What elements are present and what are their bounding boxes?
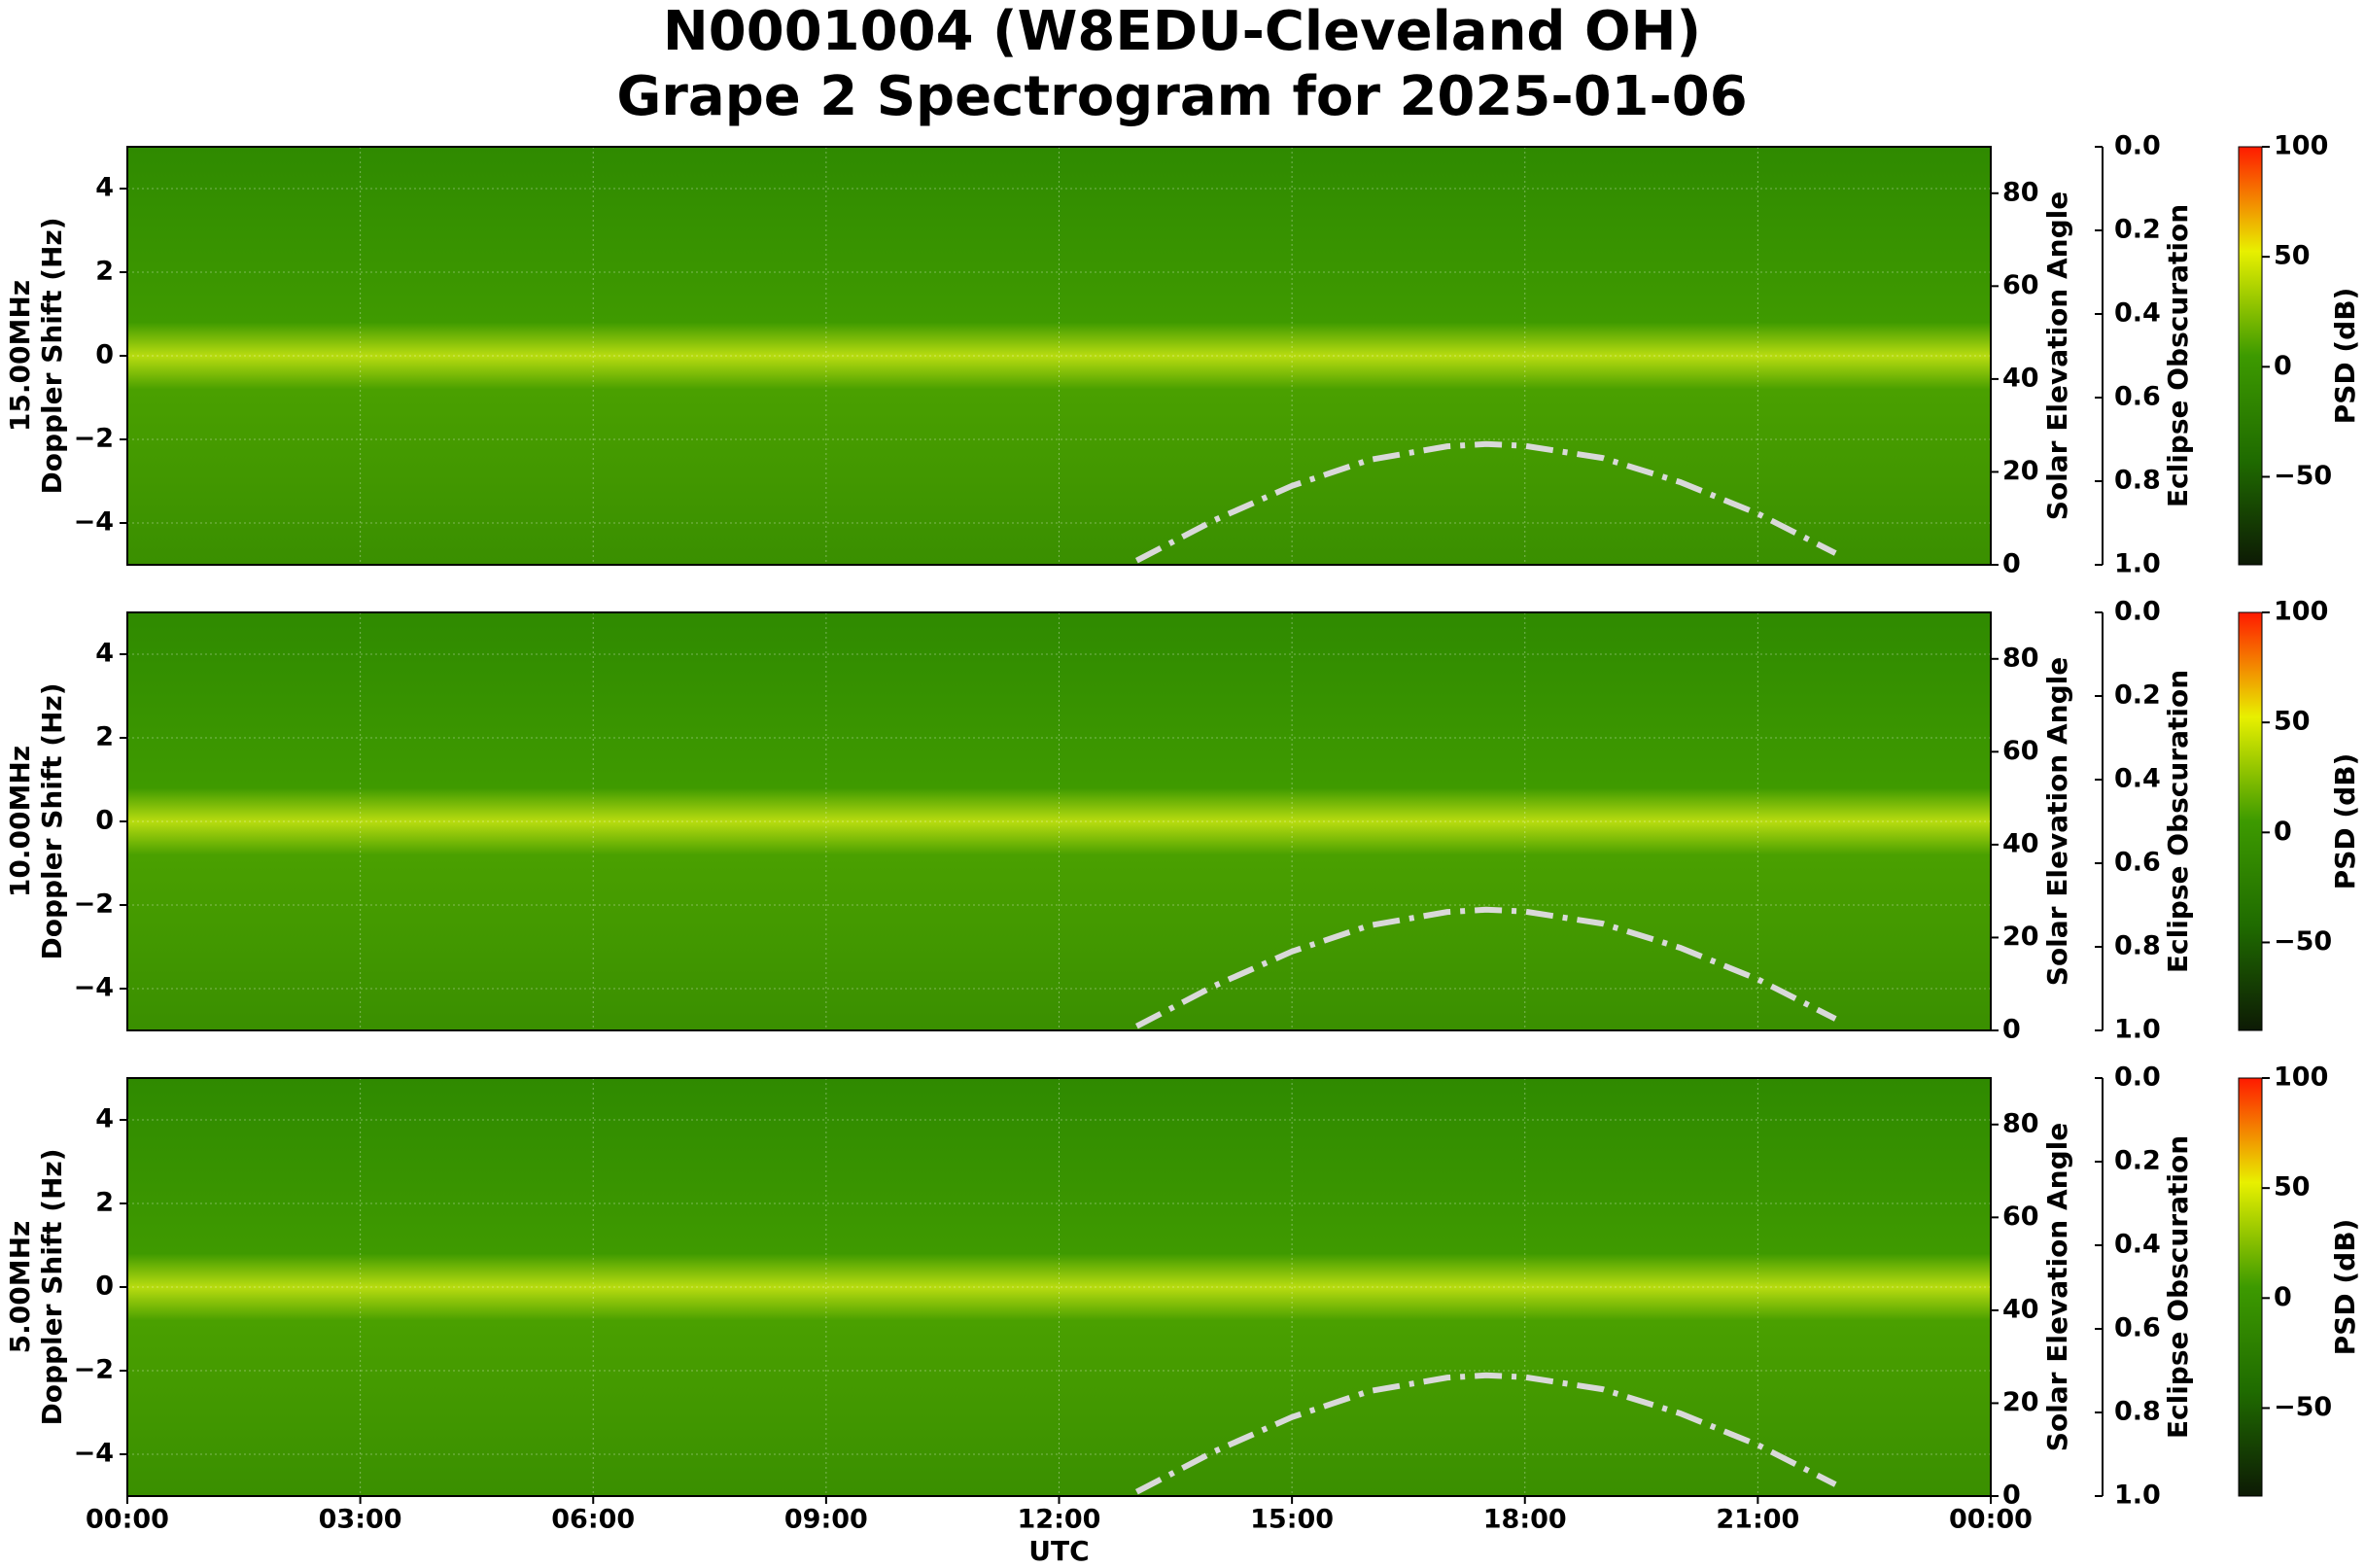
colorbar-tick-label: −50 (2274, 1392, 2332, 1422)
y2-tick-label: 80 (2002, 1108, 2039, 1138)
y-axis-label: 10.00MHz (4, 746, 36, 897)
y-tick-label: 4 (95, 639, 114, 669)
y3-tick-label: 0.0 (2114, 597, 2161, 627)
y-tick-label: −4 (74, 973, 114, 1003)
colorbar-label: PSD (dB) (2329, 1219, 2361, 1356)
colorbar-tick-label: −50 (2274, 926, 2332, 957)
y3-tick-label: 0.0 (2114, 131, 2161, 161)
y2-tick-label: 20 (2002, 456, 2039, 486)
y3-tick-label: 0.6 (2114, 1313, 2161, 1343)
y3-axis-label: Eclipse Obscuration (2162, 1135, 2194, 1439)
x-tick-label: 21:00 (1716, 1505, 1799, 1535)
x-tick-label: 00:00 (1949, 1505, 2033, 1535)
y3-tick-label: 0.4 (2114, 1230, 2161, 1260)
x-tick-label: 03:00 (319, 1505, 402, 1535)
y3-tick-label: 0.8 (2114, 466, 2161, 496)
y3-tick-label: 0.6 (2114, 848, 2161, 878)
y2-tick-label: 0 (2002, 549, 2021, 579)
y2-axis-label: Solar Elevation Angle (2041, 192, 2073, 520)
x-tick-label: 00:00 (86, 1505, 169, 1535)
colorbar-label: PSD (dB) (2329, 288, 2361, 425)
y2-axis-label: Solar Elevation Angle (2041, 657, 2073, 986)
colorbar (2238, 611, 2263, 1031)
colorbar (2238, 1077, 2263, 1497)
y2-tick-label: 20 (2002, 922, 2039, 952)
y3-tick-label: 1.0 (2114, 549, 2161, 579)
colorbar-tick-label: 0 (2274, 817, 2292, 847)
solar-elevation-line (1134, 1372, 1837, 1495)
y-tick-label: −2 (74, 889, 114, 920)
y-tick-label: −2 (74, 1355, 114, 1385)
y-tick-label: 2 (95, 1188, 114, 1218)
x-tick-label: 15:00 (1250, 1505, 1334, 1535)
title-line: N0001004 (W8EDU-Cleveland OH) (663, 0, 1701, 63)
colorbar (2238, 146, 2263, 566)
y3-tick-label: 0.6 (2114, 382, 2161, 412)
colorbar-tick-label: 100 (2274, 1063, 2328, 1093)
y3-tick-label: 0.2 (2114, 680, 2161, 711)
y3-tick-label: 1.0 (2114, 1481, 2161, 1511)
y-tick-label: −2 (74, 424, 114, 454)
x-tick-label: 09:00 (784, 1505, 868, 1535)
colorbar-tick-label: 0 (2274, 1282, 2292, 1312)
colorbar-tick-label: 100 (2274, 131, 2328, 161)
y2-tick-label: 60 (2002, 736, 2039, 766)
spectrogram-image (127, 1078, 1991, 1496)
y2-tick-label: 60 (2002, 270, 2039, 300)
y-tick-label: 4 (95, 173, 114, 203)
y2-tick-label: 0 (2002, 1015, 2021, 1045)
colorbar-tick-label: 0 (2274, 351, 2292, 381)
y2-tick-label: 40 (2002, 1294, 2039, 1324)
y3-axis-label: Eclipse Obscuration (2162, 670, 2194, 973)
spectrogram-image (127, 147, 1991, 565)
y-tick-label: 0 (95, 806, 114, 836)
y3-tick-label: 0.2 (2114, 215, 2161, 245)
y2-tick-label: 0 (2002, 1481, 2021, 1511)
x-tick-label: 18:00 (1483, 1505, 1567, 1535)
y2-tick-label: 60 (2002, 1202, 2039, 1232)
y2-tick-label: 80 (2002, 643, 2039, 673)
y2-tick-label: 80 (2002, 177, 2039, 207)
colorbar-tick-label: 100 (2274, 597, 2328, 627)
y3-tick-label: 0.4 (2114, 764, 2161, 794)
colorbar-tick-label: 50 (2274, 1172, 2311, 1202)
solar-elevation-line (1134, 906, 1837, 1029)
y2-tick-label: 40 (2002, 828, 2039, 858)
spectrogram-image (127, 612, 1991, 1030)
y3-tick-label: 1.0 (2114, 1015, 2161, 1045)
y-tick-label: 2 (95, 722, 114, 752)
y3-tick-label: 0.8 (2114, 931, 2161, 961)
colorbar-tick-label: −50 (2274, 461, 2332, 491)
y-tick-label: 4 (95, 1104, 114, 1134)
x-tick-label: 06:00 (551, 1505, 635, 1535)
y-axis-label: 5.00MHz (4, 1221, 36, 1354)
y3-tick-label: 0.4 (2114, 298, 2161, 329)
y-axis-label: Doppler Shift (Hz) (36, 217, 68, 494)
solar-elevation-line (1134, 440, 1837, 564)
title-line: Grape 2 Spectrogram for 2025-01-06 (616, 65, 1747, 128)
y-axis-label: 15.00MHz (4, 280, 36, 432)
y-tick-label: −4 (74, 1439, 114, 1469)
x-tick-label: 12:00 (1018, 1505, 1101, 1535)
y-tick-label: −4 (74, 507, 114, 538)
y-axis-label: Doppler Shift (Hz) (36, 682, 68, 959)
colorbar-tick-label: 50 (2274, 241, 2311, 271)
y3-tick-label: 0.8 (2114, 1397, 2161, 1427)
y2-axis-label: Solar Elevation Angle (2041, 1123, 2073, 1451)
x-axis-label: UTC (1028, 1535, 1089, 1567)
y2-tick-label: 20 (2002, 1387, 2039, 1417)
y3-axis-label: Eclipse Obscuration (2162, 204, 2194, 507)
colorbar-label: PSD (dB) (2329, 753, 2361, 890)
y2-tick-label: 40 (2002, 363, 2039, 393)
y-tick-label: 2 (95, 257, 114, 287)
y-axis-label: Doppler Shift (Hz) (36, 1148, 68, 1425)
colorbar-tick-label: 50 (2274, 707, 2311, 737)
y-tick-label: 0 (95, 340, 114, 370)
y-tick-label: 0 (95, 1272, 114, 1302)
y3-tick-label: 0.2 (2114, 1146, 2161, 1176)
y3-tick-label: 0.0 (2114, 1063, 2161, 1093)
